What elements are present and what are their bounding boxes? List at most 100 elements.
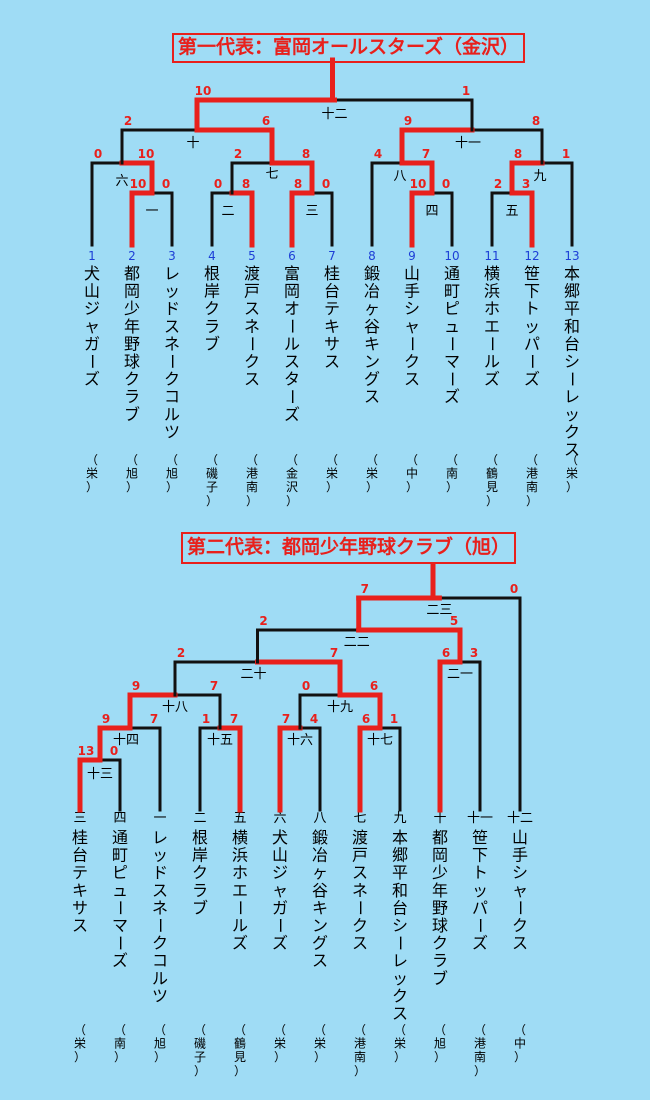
char: ） — [434, 1050, 446, 1064]
char: 港 — [246, 467, 258, 481]
char: ク — [404, 352, 420, 371]
score-left: 7 — [361, 582, 369, 596]
char: 南 — [246, 479, 258, 494]
char: ー — [270, 917, 289, 933]
char: ズ — [284, 405, 300, 424]
char: ） — [526, 494, 538, 508]
score-right: 1 — [562, 147, 570, 161]
char: 浜 — [484, 282, 500, 301]
char: ッ — [152, 846, 168, 865]
char: ー — [402, 336, 421, 352]
char: ク — [152, 934, 168, 953]
char: 台 — [564, 334, 580, 353]
team-seed: 10 — [444, 249, 459, 263]
score-left: 6 — [362, 712, 370, 726]
char: ー — [110, 900, 129, 916]
team-seed: 八 — [313, 811, 326, 826]
char: シ — [512, 863, 528, 882]
char: ） — [206, 494, 218, 508]
char: マ — [112, 916, 128, 935]
score-right: 0 — [110, 744, 118, 758]
game-number: 二二 — [344, 635, 370, 650]
char: 栄 — [394, 1037, 406, 1051]
char: ス — [164, 317, 180, 336]
char: 南 — [526, 479, 538, 494]
char: ク — [512, 916, 528, 935]
char: ピ — [112, 863, 128, 882]
game-number: 十八 — [162, 700, 188, 715]
score-right: 0 — [162, 177, 170, 191]
char: 栄 — [274, 1037, 286, 1051]
char: ） — [446, 480, 458, 494]
char: グ — [312, 934, 328, 953]
char: 港 — [354, 1037, 366, 1051]
char: ル — [164, 405, 180, 424]
team-seed: 1 — [88, 249, 96, 263]
team-region: （磯子） — [206, 453, 218, 508]
score-right: 7 — [150, 712, 158, 726]
char: ス — [512, 934, 528, 953]
char: 台 — [72, 846, 88, 865]
team-seed: 2 — [128, 249, 136, 263]
score-left: 0 — [94, 147, 102, 161]
char: ー — [282, 389, 301, 405]
char: ト — [472, 863, 488, 882]
char: シ — [404, 299, 420, 318]
char: ） — [126, 480, 138, 494]
char: 渡 — [352, 828, 368, 847]
char: ） — [314, 1050, 326, 1064]
char: ク — [204, 299, 220, 318]
char: シ — [564, 352, 580, 371]
game-number: 七 — [265, 167, 278, 182]
char: 球 — [432, 916, 448, 935]
char: ク — [564, 422, 580, 441]
char: ） — [154, 1050, 166, 1064]
char: 横 — [232, 828, 248, 847]
char: ッ — [472, 881, 488, 900]
char: ガ — [84, 334, 100, 353]
score-left: 9 — [404, 114, 412, 128]
char: 旭 — [166, 467, 178, 481]
char: ド — [152, 863, 168, 882]
char: ス — [324, 352, 340, 371]
char: （ — [206, 453, 218, 467]
char: ー — [110, 935, 129, 951]
char: 戸 — [244, 282, 260, 301]
score-left: 10 — [410, 177, 427, 191]
team-region: （栄） — [74, 1023, 86, 1064]
team-seed: 一 — [153, 811, 166, 826]
char: 野 — [124, 334, 140, 353]
char: レ — [164, 264, 180, 283]
char: 和 — [392, 881, 408, 900]
char: 岸 — [192, 846, 208, 865]
char: 冶 — [312, 846, 328, 865]
char: ） — [406, 480, 418, 494]
char: ー — [390, 935, 409, 951]
char: 和 — [564, 317, 580, 336]
char: 犬 — [272, 828, 288, 847]
team-name: 都岡少年野球クラブ — [432, 828, 448, 988]
second-representative-title: 第二代表：都岡少年野球クラブ（旭） — [181, 532, 517, 564]
char: ネ — [244, 317, 260, 336]
char: 下 — [472, 846, 488, 865]
char: ト — [524, 299, 540, 318]
char: ） — [326, 480, 338, 494]
char: 都 — [124, 264, 140, 283]
char: レ — [564, 387, 580, 406]
char: ） — [86, 480, 98, 494]
game-number: 二三 — [426, 603, 452, 618]
team-seed: 二 — [193, 811, 206, 826]
char: ッ — [564, 405, 580, 424]
team-region: （栄） — [314, 1023, 326, 1064]
char: ク — [124, 370, 140, 389]
team-region: （栄） — [394, 1023, 406, 1064]
team-region: （港南） — [354, 1023, 366, 1078]
char: 栄 — [366, 467, 378, 481]
char: ヶ — [364, 299, 380, 318]
score-right: 6 — [370, 679, 378, 693]
